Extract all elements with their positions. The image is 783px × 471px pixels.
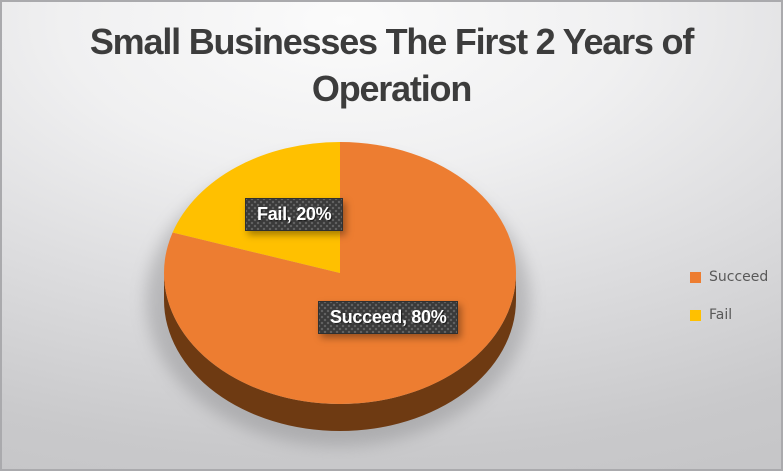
data-label-succeed[interactable]: Succeed, 80%: [318, 301, 459, 334]
legend-item-succeed[interactable]: Succeed: [690, 264, 768, 290]
legend-swatch-fail-icon: [690, 309, 701, 321]
legend-label-succeed: Succeed: [709, 269, 769, 285]
legend-label-fail: Fail: [709, 307, 733, 323]
legend-item-fail[interactable]: Fail: [690, 302, 768, 328]
data-label-fail[interactable]: Fail, 20%: [245, 198, 344, 231]
legend-swatch-succeed-icon: [690, 271, 701, 283]
chart-title[interactable]: Small Businesses The First 2 Years of Op…: [89, 21, 694, 109]
chart-legend: Succeed Fail: [690, 264, 768, 340]
